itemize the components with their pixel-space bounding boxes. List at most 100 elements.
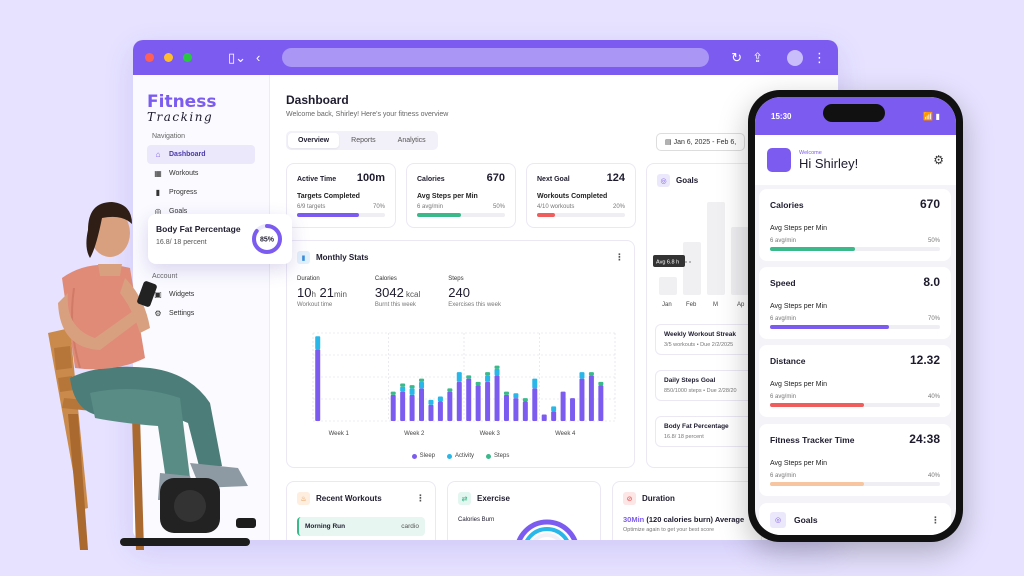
goals-bar (659, 277, 677, 295)
sidebar-item-label: Progress (169, 189, 198, 196)
phone-card-tracker-time: Fitness Tracker Time 24:38 Avg Steps per … (759, 424, 951, 496)
bar-steps (598, 381, 604, 386)
tab-overview[interactable]: Overview (288, 133, 340, 148)
home-icon: ⌂ (155, 150, 161, 159)
bar-steps (522, 398, 528, 402)
monthly-stats-chart: Week 1 Week 2 Week 3 Week 4 (312, 332, 616, 437)
card-title: Distance (770, 356, 806, 366)
back-icon[interactable]: ‹ (256, 50, 261, 65)
bar-steps (419, 378, 425, 382)
share-icon[interactable]: ⇪ (752, 50, 763, 65)
close-window-button[interactable] (145, 53, 154, 62)
widgets-icon: ▣ (154, 290, 162, 299)
bar-activity (494, 368, 500, 376)
card-value: 12.32 (909, 353, 940, 367)
page-title: Dashboard (286, 93, 349, 107)
stat-value: 124 (606, 172, 625, 184)
bar-sleep (579, 378, 585, 421)
more-options-icon[interactable]: ⋮ (615, 252, 624, 262)
bar-activity (400, 386, 406, 392)
goals-card: ◎ Goals Avg 6.8 h Jan Feb M Ap Weekly Wo… (646, 163, 766, 468)
minimize-window-button[interactable] (164, 53, 173, 62)
sidebar-item-settings[interactable]: ⚙ Settings (147, 304, 255, 323)
recent-workout-item[interactable]: Morning Run cardio (297, 517, 425, 536)
metric-value: 3042 (374, 285, 404, 300)
progress-track (770, 403, 940, 407)
duration-value: 30Min (623, 515, 645, 524)
bar-sleep (485, 381, 491, 421)
legend-dot (447, 453, 452, 459)
exercise-gauge (516, 519, 578, 540)
x-tick-label: Week 1 (329, 431, 350, 437)
card-meta-left: 6 avg/min (770, 473, 797, 479)
monthly-stats-card: ▮ Monthly Stats ⋮ Duration 10h 21min Wor… (286, 240, 635, 468)
pedal-exerciser (120, 478, 256, 546)
bar-sleep (503, 394, 509, 421)
tab-analytics[interactable]: Analytics (397, 137, 426, 144)
bar-sleep (494, 375, 500, 421)
bar-sleep (551, 411, 557, 421)
sidebar-item-workouts[interactable]: ▦ Workouts (147, 164, 255, 183)
status-icons: 📶 ▮ (923, 111, 940, 121)
gear-icon[interactable]: ⚙ (933, 153, 944, 167)
bar-sleep (522, 401, 528, 421)
stat-card-calories: Calories 670 Avg Steps per Min 6 avg/min 5… (406, 163, 516, 228)
card-title: Speed (770, 278, 796, 288)
bar-steps (485, 372, 491, 376)
metric-value: 240 (448, 285, 470, 300)
chart-legend: Sleep Activity Steps (287, 453, 634, 459)
popup-subtitle: 16.8/ 18 percent (156, 239, 207, 246)
more-options-icon[interactable]: ⋮ (931, 514, 940, 525)
sidebar-item-progress[interactable]: ▮ Progress (147, 183, 255, 202)
sidebar-item-label: Settings (169, 310, 195, 317)
profile-avatar[interactable] (787, 49, 803, 66)
ring-progress (252, 224, 282, 254)
body-fat-ring: 85% (252, 224, 282, 254)
avatar[interactable] (767, 148, 791, 172)
bar-activity (485, 375, 491, 382)
card-title: Fitness Tracker Time (770, 435, 855, 445)
sidebar-toggle-icon[interactable]: ▯⌄ (228, 50, 247, 65)
progress-fill (770, 403, 864, 407)
duration-card: ⊘ Duration 30Min (120 calories burn) Ave… (612, 481, 762, 540)
goal-title: Body Fat Percentage (664, 423, 729, 430)
phone-card-goals[interactable]: ◎ Goals ⋮ (759, 503, 951, 535)
recent-workouts-card: ♨ Recent Workouts ⋮ Morning Run cardio (286, 481, 436, 540)
metric-unit: kcal (403, 290, 421, 299)
goal-item-body-fat[interactable]: Body Fat Percentage 16.8/ 18 percent (655, 416, 765, 447)
sidebar-item-dashboard[interactable]: ⌂ Dashboard (147, 145, 255, 164)
goal-item-weekly-streak[interactable]: Weekly Workout Streak 3/5 workouts • Due… (655, 324, 765, 355)
settings-icon: ⚙ (154, 309, 162, 318)
more-options-icon[interactable]: ⋮ (416, 493, 425, 503)
stat-value: 100m (356, 172, 385, 184)
bar-activity (437, 396, 443, 402)
metric-unit: h (311, 290, 316, 299)
more-menu-icon[interactable]: ⋮ (813, 50, 826, 65)
bar-activity (428, 399, 434, 405)
progress-fill (537, 213, 555, 217)
goal-item-daily-steps[interactable]: Daily Steps Goal 850/1000 steps • Due 2/… (655, 370, 765, 401)
metric-steps: Steps 240 Exercises this week (448, 276, 501, 308)
duration-text: (120 calories burn) Average (644, 515, 745, 524)
reload-icon[interactable]: ↻ (731, 50, 743, 65)
date-range-picker[interactable]: ▤ Jan 6, 2025 - Feb 6, (656, 133, 746, 151)
bar-steps (409, 385, 415, 389)
metric-sub: Burnt this week (374, 302, 416, 308)
card-meta-left: 6 avg/min (770, 394, 797, 400)
tab-reports[interactable]: Reports (351, 137, 376, 144)
bar-activity (419, 381, 425, 389)
nav-heading: Navigation (152, 133, 186, 140)
stat-title: Active Time (297, 176, 337, 183)
bar-activity (456, 372, 462, 382)
sidebar-item-goals[interactable]: ◎ Goals (147, 202, 255, 221)
address-bar[interactable] (282, 48, 710, 67)
month-label: Ap (737, 302, 745, 308)
card-title: Calories (770, 200, 804, 210)
card-subtitle: Avg Steps per Min (770, 381, 828, 388)
target-icon: ◎ (657, 174, 670, 187)
card-meta-right: 40% (927, 473, 940, 479)
sidebar-item-widgets[interactable]: ▣ Widgets (147, 285, 255, 304)
bar-sleep (390, 394, 396, 421)
maximize-window-button[interactable] (183, 53, 192, 62)
body-fat-popup: Body Fat Percentage 16.8/ 18 percent 85% (148, 214, 292, 264)
